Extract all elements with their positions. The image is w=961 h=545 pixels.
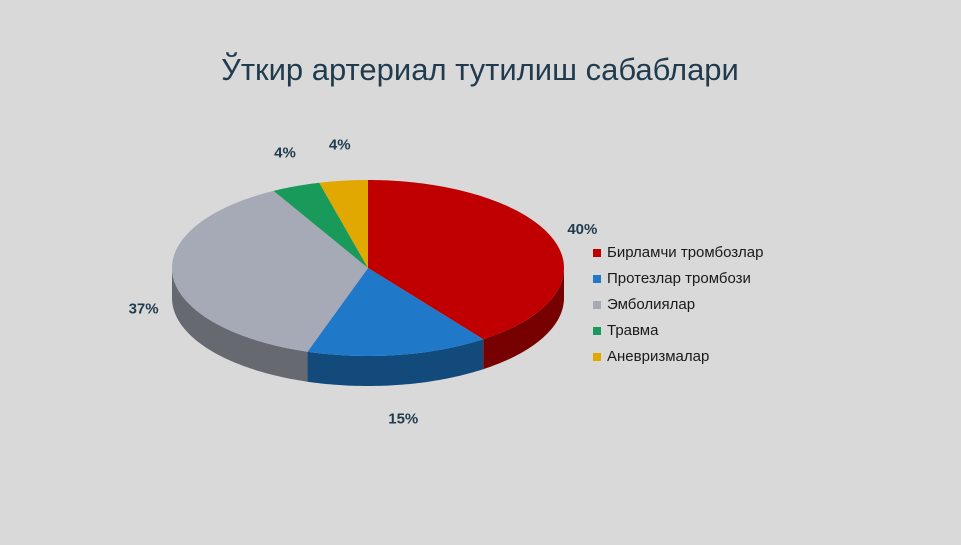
data-label: 37% <box>129 301 159 318</box>
slice-side <box>483 268 564 370</box>
data-label: 40% <box>567 221 597 238</box>
data-label: 4% <box>274 144 296 161</box>
slice <box>368 180 564 340</box>
slice <box>319 180 368 268</box>
legend-swatch <box>593 353 601 361</box>
slice <box>273 182 368 268</box>
legend-label: Аневризмалар <box>607 348 709 365</box>
legend-swatch <box>593 327 601 335</box>
slice <box>307 268 484 356</box>
chart-title: Ўткир артериал тутилиш сабаблари <box>221 51 739 87</box>
legend-label: Эмболиялар <box>607 296 695 313</box>
slice <box>172 190 368 352</box>
legend-label: Протезлар тромбози <box>607 270 751 287</box>
legend-swatch <box>593 301 601 309</box>
legend-swatch <box>593 275 601 283</box>
legend-label: Травма <box>607 322 659 339</box>
slice-side <box>307 339 484 386</box>
legend-label: Бирламчи тромбозлар <box>607 244 763 261</box>
slice-side <box>172 268 308 382</box>
data-label: 15% <box>388 411 418 428</box>
data-label: 4% <box>329 137 351 154</box>
legend-swatch <box>593 249 601 257</box>
